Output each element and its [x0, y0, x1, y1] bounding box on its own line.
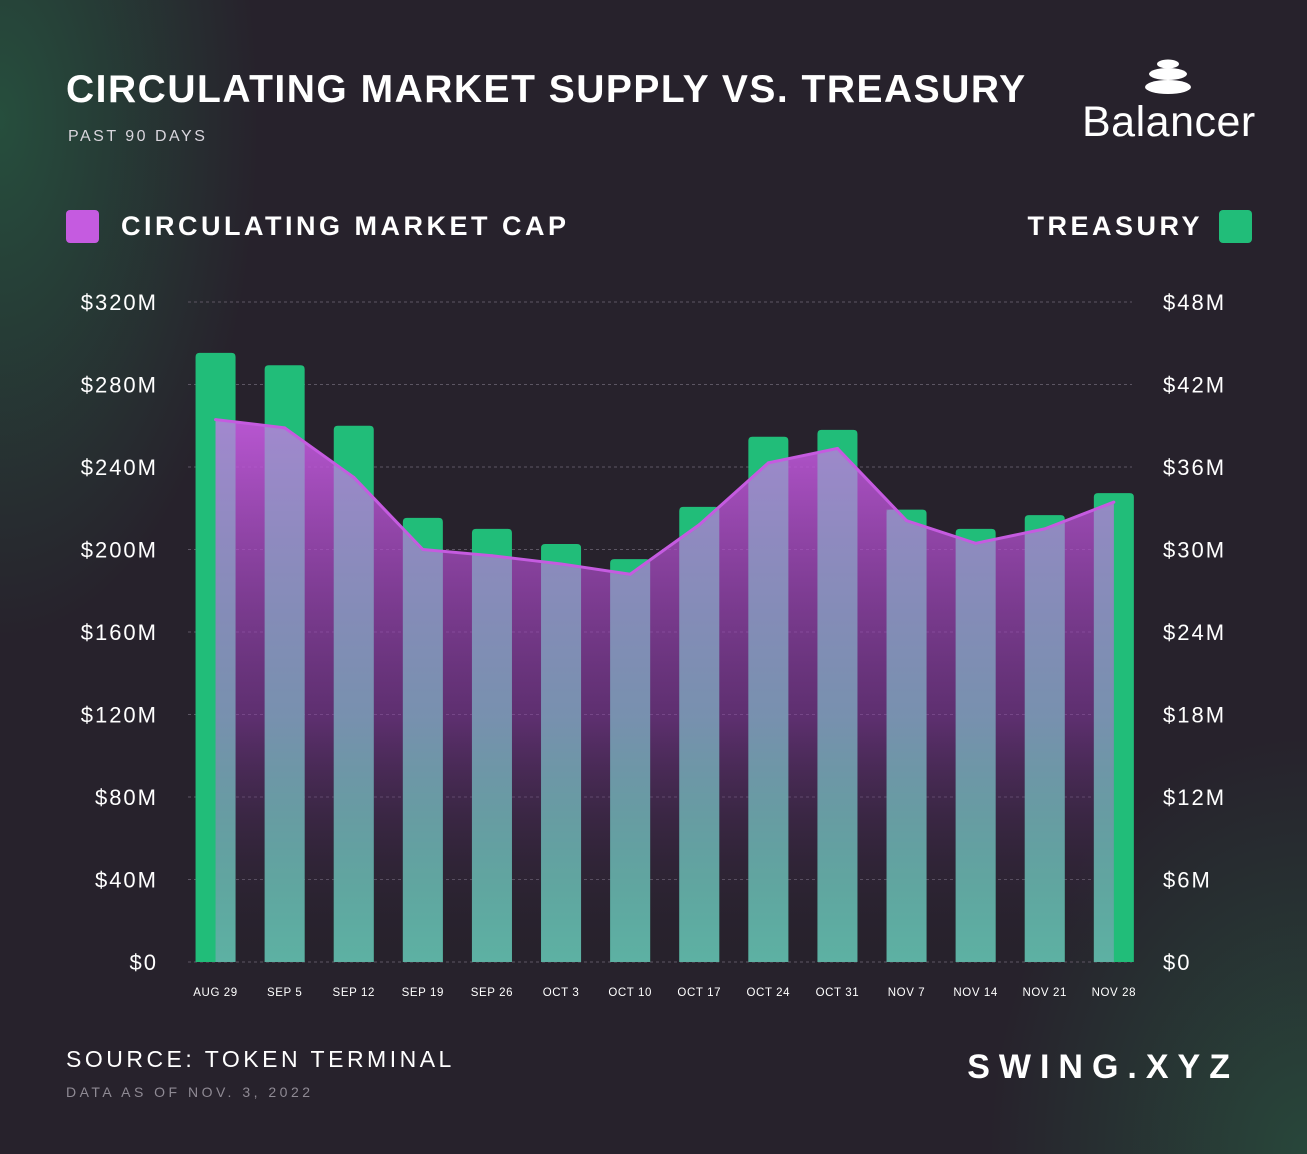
bar-area-overlap [214, 418, 1116, 962]
chart-subtitle: PAST 90 DAYS [68, 128, 208, 145]
market-cap-point [697, 523, 701, 527]
market-cap-point [835, 446, 839, 450]
x-tick-label: SEP 5 [267, 987, 302, 999]
y-left-tick-label: $240M [81, 455, 158, 480]
legend-treasury: TREASURY [1027, 210, 1252, 243]
market-cap-point [905, 519, 909, 523]
treasury-bar-overlap [748, 436, 789, 962]
y-right-tick-label: $30M [1163, 538, 1226, 563]
market-cap-point [490, 554, 494, 558]
treasury-bar-overlap [402, 517, 443, 962]
y-left-tick-label: $160M [81, 620, 158, 645]
y-left-tick-label: $80M [95, 785, 158, 810]
y-right-tick-label: $0 [1163, 950, 1191, 975]
site-brand: SWING.XYZ [967, 1048, 1239, 1086]
legend-label-treasury: TREASURY [1027, 211, 1203, 241]
legend-swatch-treasury [1219, 210, 1252, 243]
x-tick-label: SEP 26 [471, 987, 513, 999]
balancer-logo [1145, 59, 1191, 94]
treasury-bar-overlap [955, 528, 996, 962]
market-cap-point [283, 426, 287, 430]
market-cap-line [215, 418, 1115, 576]
source-credit: SOURCE: TOKEN TERMINAL [66, 1046, 455, 1072]
data-date: DATA AS OF NOV. 3, 2022 [66, 1084, 314, 1100]
chart-title: CIRCULATING MARKET SUPPLY VS. TREASURY [66, 68, 1027, 111]
y-left-tick-label: $0 [130, 950, 158, 975]
y-left-tick-label: $120M [81, 703, 158, 728]
legend-label-circulating: CIRCULATING MARKET CAP [121, 211, 570, 241]
y-left-tick-label: $320M [81, 290, 158, 315]
market-cap-point [1043, 527, 1047, 531]
x-tick-label: OCT 17 [677, 987, 721, 999]
market-cap-point [1112, 500, 1116, 504]
x-tick-label: AUG 29 [193, 987, 238, 999]
x-tick-label: OCT 3 [543, 987, 580, 999]
x-tick-label: NOV 7 [888, 987, 926, 999]
y-right-tick-label: $18M [1163, 703, 1226, 728]
x-tick-label: OCT 31 [816, 987, 860, 999]
market-cap-point [766, 461, 770, 465]
y-right-tick-label: $36M [1163, 455, 1226, 480]
market-cap-point [421, 548, 425, 551]
y-right-tick-label: $12M [1163, 785, 1226, 810]
market-cap-point [559, 562, 563, 566]
market-cap-point [974, 541, 978, 545]
axis-labels: $320M $48M $280M $42M $240M $36M $200M $30M $160… [81, 290, 1226, 999]
x-tick-label: SEP 19 [402, 987, 444, 999]
market-cap-point [214, 418, 218, 422]
treasury-bar-overlap [679, 506, 720, 962]
market-cap-point [628, 572, 632, 576]
logo-stone-bottom [1145, 80, 1191, 94]
treasury-bar-overlap [886, 509, 927, 962]
logo-stone-top [1157, 59, 1179, 69]
brand-name: Balancer [1082, 98, 1256, 146]
x-tick-label: NOV 14 [953, 987, 998, 999]
treasury-bar-overlap [471, 528, 512, 962]
treasury-bar-overlap [610, 559, 651, 962]
y-left-tick-label: $200M [81, 538, 158, 563]
treasury-bar-overlap [333, 425, 374, 962]
x-tick-label: SEP 12 [333, 987, 375, 999]
legend-swatch-circulating [66, 210, 99, 243]
logo-stone-middle [1149, 68, 1187, 80]
treasury-bar-overlap [817, 429, 858, 962]
treasury-bar-overlap [541, 544, 582, 962]
x-tick-label: NOV 28 [1092, 987, 1137, 999]
x-tick-label: OCT 24 [747, 987, 791, 999]
treasury-bar-overlap [264, 419, 305, 962]
treasury-bar-overlap [1093, 493, 1114, 962]
y-right-tick-label: $6M [1163, 868, 1212, 893]
legend-circulating-market-cap: CIRCULATING MARKET CAP [66, 210, 569, 243]
y-right-tick-label: $42M [1163, 373, 1226, 398]
y-right-tick-label: $24M [1163, 620, 1226, 645]
y-left-tick-label: $280M [81, 373, 158, 398]
y-left-tick-label: $40M [95, 868, 158, 893]
x-tick-label: NOV 21 [1022, 987, 1067, 999]
x-tick-label: OCT 10 [608, 987, 652, 999]
treasury-bar-overlap [215, 419, 236, 962]
treasury-bar-overlap [1024, 515, 1065, 962]
market-cap-point [352, 475, 356, 479]
y-right-tick-label: $48M [1163, 290, 1226, 315]
